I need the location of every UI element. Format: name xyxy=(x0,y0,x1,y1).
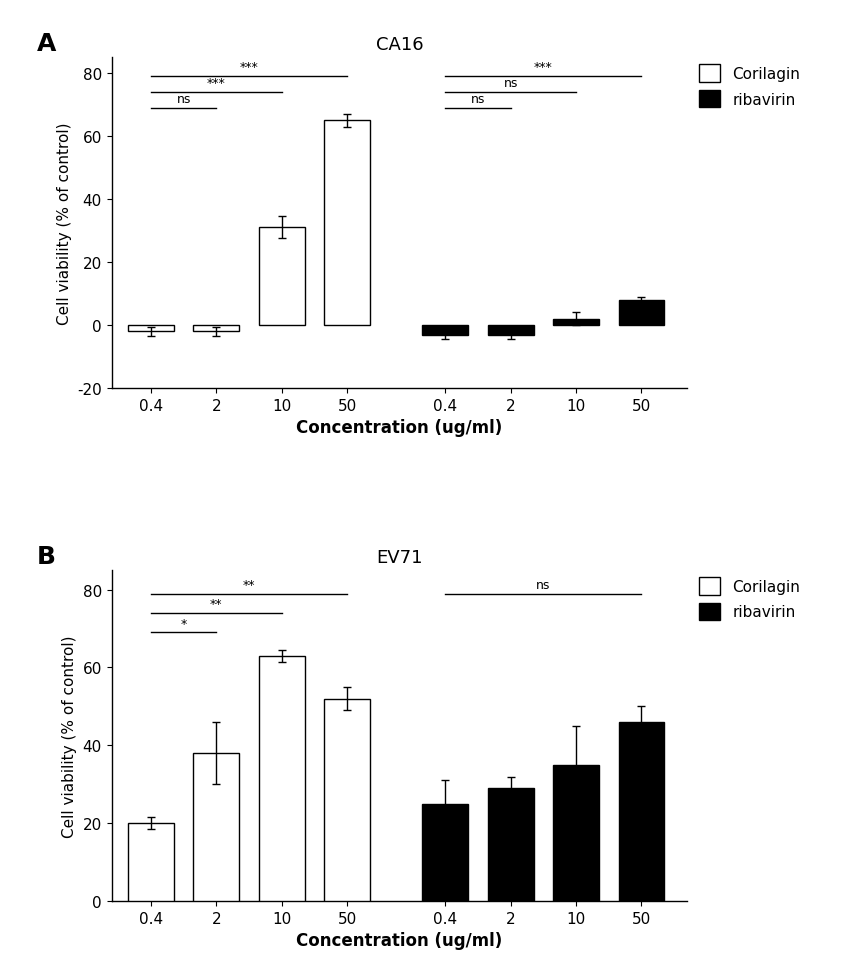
Title: EV71: EV71 xyxy=(376,548,423,566)
Title: CA16: CA16 xyxy=(375,36,423,54)
Bar xyxy=(553,766,599,901)
Y-axis label: Cell viability (% of control): Cell viability (% of control) xyxy=(62,635,77,837)
X-axis label: Concentration (ug/ml): Concentration (ug/ml) xyxy=(296,419,503,437)
Bar xyxy=(324,699,370,901)
Bar xyxy=(618,722,664,901)
Bar xyxy=(423,804,468,901)
Legend: Corilagin, ribavirin: Corilagin, ribavirin xyxy=(692,59,807,114)
Bar xyxy=(488,326,533,335)
Text: ***: *** xyxy=(240,61,259,75)
Text: ns: ns xyxy=(471,93,485,106)
Bar xyxy=(128,824,174,901)
Bar xyxy=(618,300,664,326)
Text: ns: ns xyxy=(536,578,551,591)
Bar xyxy=(488,789,533,901)
Text: ***: *** xyxy=(207,78,226,90)
Bar xyxy=(193,326,239,332)
Text: ***: *** xyxy=(534,61,552,75)
Bar xyxy=(259,228,305,326)
Bar xyxy=(259,656,305,901)
Bar xyxy=(423,326,468,335)
X-axis label: Concentration (ug/ml): Concentration (ug/ml) xyxy=(296,931,503,950)
Bar xyxy=(193,753,239,901)
Text: **: ** xyxy=(210,598,222,610)
Legend: Corilagin, ribavirin: Corilagin, ribavirin xyxy=(692,572,807,627)
Text: **: ** xyxy=(243,578,255,591)
Bar xyxy=(324,121,370,326)
Bar xyxy=(553,320,599,326)
Text: *: * xyxy=(180,617,186,630)
Text: B: B xyxy=(37,545,56,568)
Bar xyxy=(128,326,174,332)
Y-axis label: Cell viability (% of control): Cell viability (% of control) xyxy=(57,122,71,325)
Text: A: A xyxy=(37,32,56,55)
Text: ns: ns xyxy=(176,93,191,106)
Text: ns: ns xyxy=(503,78,518,90)
